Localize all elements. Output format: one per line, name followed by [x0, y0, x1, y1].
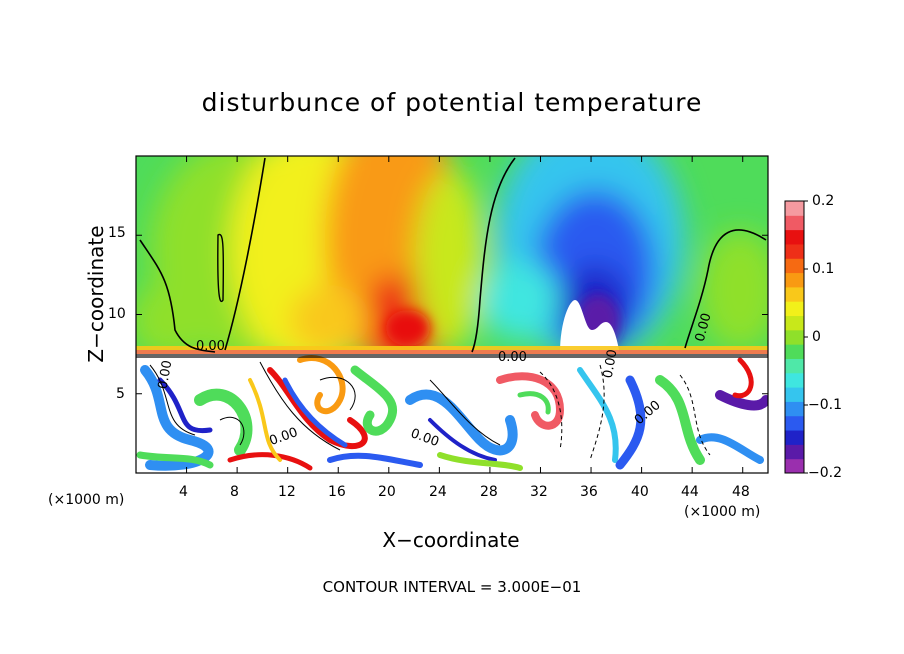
contour-label: 0.00 — [498, 350, 527, 365]
colorbar-swatch — [785, 401, 804, 417]
colorbar-swatch — [785, 201, 804, 216]
colorbar-swatch — [785, 286, 804, 302]
colorbar-swatch — [785, 272, 804, 288]
y-tick-label: 10 — [108, 306, 126, 322]
colorbar-swatch — [785, 315, 804, 331]
x-tick-label: 28 — [480, 484, 498, 500]
y-axis-label: Z−coordinate — [84, 225, 108, 363]
chart-title: disturbunce of potential temperature — [201, 88, 703, 117]
colorbar-tick-label: −0.2 — [808, 465, 842, 481]
y-tick-label: 5 — [116, 386, 125, 402]
colorbar-swatch — [785, 344, 804, 359]
contour-label: 0.00 — [156, 359, 176, 390]
x-tick-label: 16 — [328, 484, 346, 500]
colorbar-swatch — [785, 458, 804, 474]
colorbar-tick-label: 0.1 — [812, 261, 835, 277]
colorbar-swatch — [785, 358, 804, 374]
colorbar-swatch — [785, 215, 804, 231]
colorbar-tick-label: 0.2 — [812, 193, 835, 209]
x-tick-label: 32 — [530, 484, 548, 500]
colorbar-swatch — [785, 430, 804, 445]
lower-field — [136, 354, 768, 473]
x-tick-label: 40 — [631, 484, 649, 500]
colorbar-swatch — [785, 258, 804, 274]
x-tick-label: 20 — [378, 484, 396, 500]
contour-label: 0.00 — [196, 339, 225, 354]
contour-label: 0.00 — [693, 312, 715, 344]
x-tick-label: 44 — [681, 484, 699, 500]
y-unit-label: (×1000 m) — [48, 492, 125, 508]
colorbar — [785, 201, 804, 474]
x-unit-label: (×1000 m) — [684, 504, 761, 520]
contour-interval-note: CONTOUR INTERVAL = 3.000E−01 — [322, 578, 582, 596]
colorbar-swatch — [785, 243, 804, 259]
x-tick-label: 12 — [278, 484, 296, 500]
colorbar-swatch — [785, 229, 804, 245]
colorbar-swatch — [785, 301, 804, 317]
x-axis-label: X−coordinate — [382, 528, 520, 552]
colorbar-swatch — [785, 372, 804, 388]
colorbar-swatch — [785, 444, 804, 460]
colorbar-tick-label: 0 — [812, 329, 821, 345]
x-tick-label: 48 — [732, 484, 750, 500]
contour-label: 0.00 — [601, 348, 621, 379]
x-tick-label: 8 — [230, 484, 239, 500]
colorbar-tick-label: −0.1 — [808, 397, 842, 413]
x-tick-label: 4 — [179, 484, 188, 500]
colorbar-swatch — [785, 329, 804, 345]
x-tick-label: 24 — [429, 484, 447, 500]
colorbar-swatch — [785, 415, 804, 431]
colorbar-swatch — [785, 387, 804, 402]
y-tick-label: 15 — [108, 225, 126, 241]
upper-field — [136, 156, 768, 354]
x-tick-label: 36 — [580, 484, 598, 500]
